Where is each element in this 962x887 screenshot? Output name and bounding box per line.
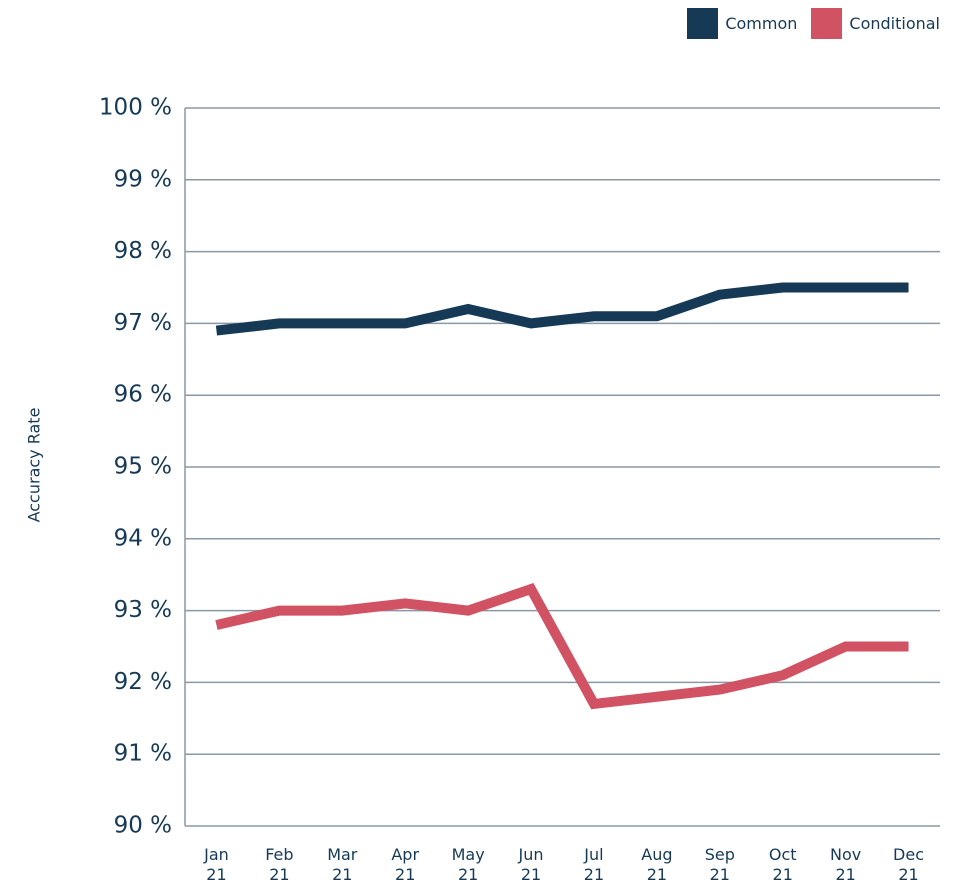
x-tick-label: Jan 21 bbox=[204, 845, 229, 884]
y-tick-label: 93 % bbox=[114, 597, 172, 623]
legend-swatch bbox=[811, 8, 843, 39]
series-line bbox=[215, 582, 909, 710]
y-tick-label: 98 % bbox=[114, 238, 172, 264]
series-line bbox=[215, 282, 909, 336]
x-tick-label: Feb 21 bbox=[265, 845, 294, 884]
legend-item: Conditional bbox=[811, 8, 940, 39]
x-tick-label: Nov 21 bbox=[830, 845, 862, 884]
y-axis-label: Accuracy Rate bbox=[25, 408, 44, 523]
legend-label: Conditional bbox=[849, 14, 940, 33]
legend-item: Common bbox=[687, 8, 797, 39]
x-tick-label: Jul 21 bbox=[583, 845, 605, 884]
y-tick-label: 100 % bbox=[99, 95, 172, 121]
x-tick-label: Oct 21 bbox=[768, 845, 797, 884]
y-tick-label: 99 % bbox=[114, 166, 172, 192]
legend: Common Conditional bbox=[673, 8, 940, 39]
y-tick-label: 96 % bbox=[114, 382, 172, 408]
y-tick-label: 92 % bbox=[114, 669, 172, 695]
x-tick-label: Dec 21 bbox=[893, 845, 925, 884]
y-tick-label: 90 % bbox=[114, 813, 172, 839]
x-tick-label: Aug 21 bbox=[641, 845, 673, 884]
legend-swatch bbox=[687, 8, 719, 39]
x-tick-label: Apr 21 bbox=[391, 845, 420, 884]
y-tick-label: 91 % bbox=[114, 741, 172, 767]
x-tick-label: Jun 21 bbox=[518, 845, 544, 884]
x-tick-label: Mar 21 bbox=[327, 845, 358, 884]
y-tick-label: 95 % bbox=[114, 454, 172, 480]
y-tick-label: 97 % bbox=[114, 310, 172, 336]
legend-label: Common bbox=[725, 14, 798, 33]
x-tick-label: May 21 bbox=[451, 845, 485, 884]
y-tick-label: 94 % bbox=[114, 525, 172, 551]
x-tick-label: Sep 21 bbox=[704, 845, 735, 884]
